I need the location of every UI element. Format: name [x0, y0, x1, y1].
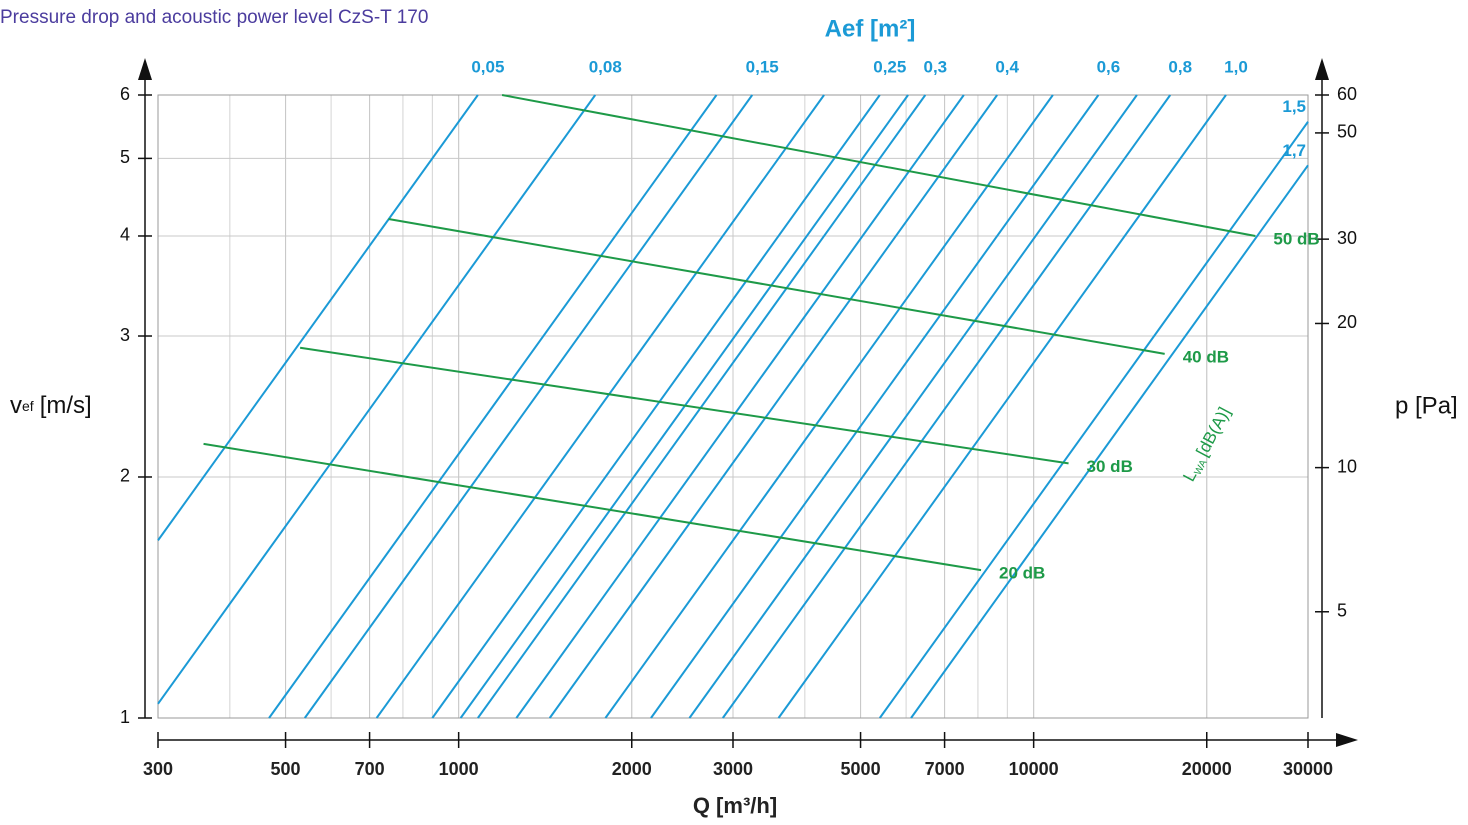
aef-line — [477, 94, 927, 719]
lwa-line — [203, 442, 982, 572]
lwa-label-unit: [dB(A)] — [1193, 404, 1235, 460]
x-tick-label: 500 — [271, 759, 301, 779]
x-axis-arrow — [1336, 733, 1358, 747]
aef-label: 0,8 — [1168, 57, 1192, 76]
y-axis-title-sub: ef — [22, 398, 34, 414]
aef-line — [515, 94, 965, 719]
y-axis-title: vef [m/s] — [10, 392, 92, 419]
lwa-line-label: 20 dB — [999, 564, 1045, 583]
aef-line — [878, 121, 1309, 719]
y-axis-title-main: v — [10, 392, 22, 419]
lwa-line — [299, 346, 1069, 465]
aef-line — [910, 164, 1309, 719]
plot-frame — [157, 94, 1309, 719]
y-tick-label: 4 — [120, 225, 130, 245]
lwa-line — [501, 94, 1256, 237]
y2-tick-label: 20 — [1337, 312, 1357, 332]
aef-line — [721, 94, 1172, 719]
y-axis-title-unit: [m/s] — [40, 392, 92, 419]
aef-label: 0,25 — [873, 57, 906, 76]
lwa-line-label: 30 dB — [1087, 457, 1133, 476]
x-tick-label: 20000 — [1182, 759, 1232, 779]
aef-label: 0,08 — [589, 57, 622, 76]
aef-label: 0,4 — [995, 57, 1019, 76]
aef-label: 0,6 — [1097, 57, 1121, 76]
aef-line — [268, 94, 718, 719]
lwa-label: LWA[dB(A)] — [1180, 404, 1236, 485]
x-tick-label: 3000 — [713, 759, 753, 779]
x-tick-label: 700 — [355, 759, 385, 779]
lwa-line — [388, 218, 1165, 355]
x-tick-label: 30000 — [1283, 759, 1333, 779]
x-tick-label: 1000 — [439, 759, 479, 779]
aef-line — [431, 94, 881, 719]
x-tick-label: 2000 — [612, 759, 652, 779]
y-tick-label: 3 — [120, 325, 130, 345]
x-tick-label: 5000 — [841, 759, 881, 779]
chart-title: Pressure drop and acoustic power level C… — [0, 7, 428, 28]
y-tick-label: 5 — [120, 147, 130, 167]
aef-line — [303, 94, 754, 719]
aef-line — [375, 94, 825, 719]
aef-line — [157, 94, 479, 541]
lwa-line-label: 50 dB — [1273, 229, 1319, 248]
aef-line — [777, 94, 1227, 719]
aef-label: 1,7 — [1282, 141, 1306, 160]
aef-label: 0,3 — [923, 57, 947, 76]
y2-tick-label: 10 — [1337, 456, 1357, 476]
aef-label: 0,15 — [746, 57, 779, 76]
aef-label: 1,5 — [1282, 97, 1306, 116]
aef-line — [548, 94, 998, 719]
y2-axis-title: p [Pa] — [1395, 392, 1458, 419]
aef-line — [650, 94, 1100, 719]
lwa-line-label: 40 dB — [1183, 347, 1229, 366]
x-tick-label: 10000 — [1009, 759, 1059, 779]
plot-layer: 300 500 700 1000 2000 3000 5000 7000 10000 20000 3… — [120, 57, 1358, 779]
aef-line — [157, 94, 597, 705]
x-tick-label: 7000 — [925, 759, 965, 779]
y-tick-label: 2 — [120, 466, 130, 486]
y-tick-label: 6 — [120, 84, 130, 104]
x-tick-label: 300 — [143, 759, 173, 779]
y2-tick-label: 30 — [1337, 228, 1357, 248]
y-axis-arrow — [138, 58, 152, 80]
y2-axis-arrow — [1315, 58, 1329, 80]
y2-tick-label: 60 — [1337, 84, 1357, 104]
y2-tick-label: 5 — [1337, 601, 1347, 621]
aef-line — [604, 94, 1054, 719]
y-tick-label: 1 — [120, 707, 130, 727]
x-axis-title: Q [m³/h] — [693, 793, 777, 818]
aef-label: 0,05 — [471, 57, 504, 76]
top-axis-title: Aef [m²] — [825, 15, 916, 42]
y2-tick-label: 50 — [1337, 122, 1357, 142]
aef-label: 1,0 — [1224, 57, 1248, 76]
